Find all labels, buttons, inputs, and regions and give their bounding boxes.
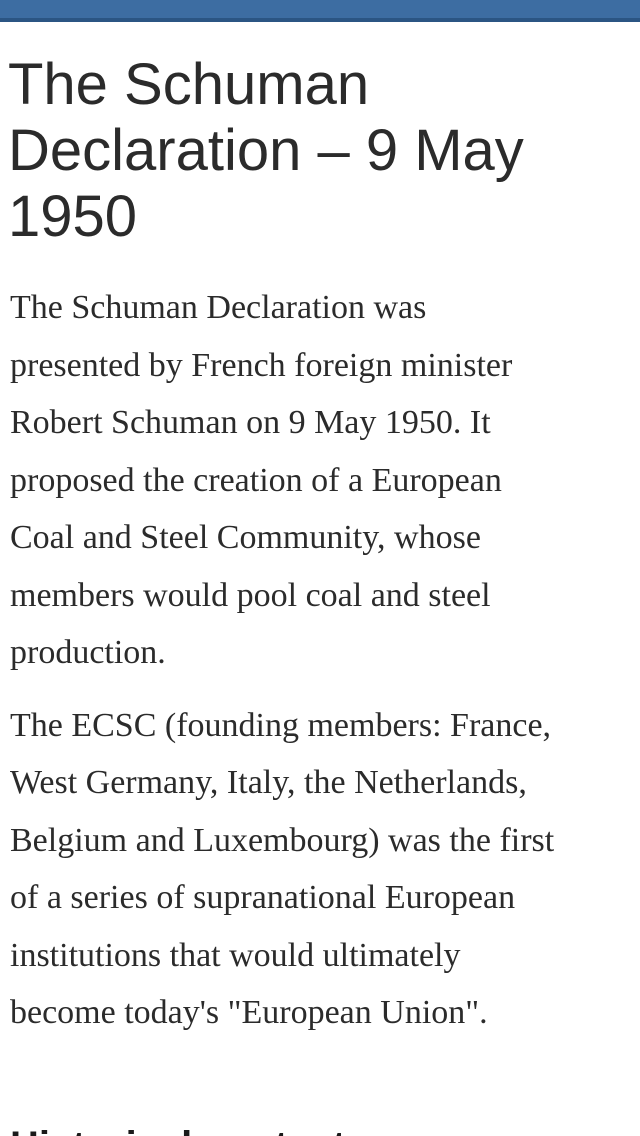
paragraph-line: Coal and Steel Community, whose: [10, 519, 481, 556]
top-header-bar-edge: [0, 18, 640, 22]
paragraph-line: proposed the creation of a European: [10, 461, 502, 499]
page-title: The Schuman Declaration – 9 May 1950: [8, 52, 524, 249]
paragraph-line: The Schuman Declaration was: [10, 289, 427, 326]
paragraph-line: institutions that would ultimately: [10, 936, 461, 974]
article-paragraph-1: The Schuman Declaration was presented by…: [0, 279, 640, 682]
paragraph-line: become today's "European Union".: [10, 994, 488, 1031]
next-section-heading: Historical context: [10, 1124, 640, 1136]
next-section-heading-text: Historical context: [10, 1124, 346, 1136]
paragraph-line: of a series of supranational European: [10, 879, 516, 916]
paragraph-line: members would pool coal and steel: [10, 576, 491, 614]
paragraph-line: Belgium and Luxembourg) was the first: [10, 821, 555, 859]
article-paragraph-2: The ECSC (founding members: France, West…: [0, 697, 640, 1042]
paragraph-line: presented by French foreign minister: [10, 346, 513, 384]
top-header-bar: [0, 0, 640, 22]
paragraph-line: West Germany, Italy, the Netherlands,: [10, 764, 527, 801]
article-content: The Schuman Declaration – 9 May 1950 The…: [0, 52, 640, 1042]
paragraph-line: Robert Schuman on 9 May 1950. It: [10, 404, 491, 441]
paragraph-line: production.: [10, 634, 166, 671]
paragraph-line: The ECSC (founding members: France,: [10, 706, 552, 744]
